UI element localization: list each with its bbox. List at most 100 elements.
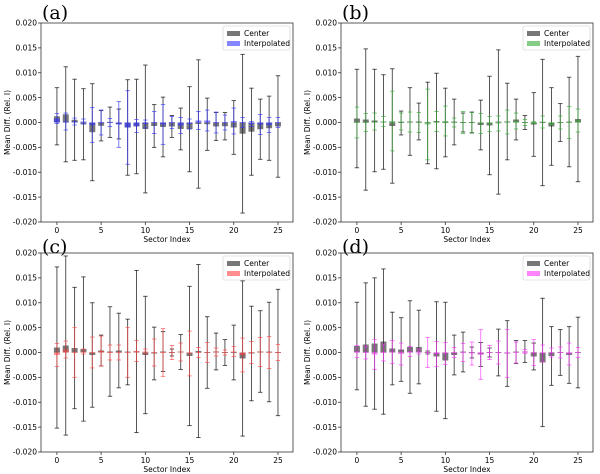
legend-label: Center — [244, 259, 270, 268]
y-tick-label: -0.015 — [13, 193, 37, 202]
y-tick-label: 0.020 — [316, 249, 338, 258]
x-tick-label: 5 — [99, 456, 104, 465]
y-tick-label: -0.010 — [13, 398, 37, 407]
legend-swatch — [227, 41, 240, 46]
panel-label: (d) — [342, 236, 369, 258]
y-tick-label: 0.020 — [16, 249, 38, 258]
x-tick-label: 15 — [485, 456, 495, 465]
legend-swatch — [227, 31, 240, 36]
y-tick-label: 0.005 — [316, 323, 338, 332]
y-tick-label: 0.020 — [16, 19, 38, 28]
series-interpolated — [53, 327, 281, 378]
x-axis-label: Sector Index — [443, 465, 491, 474]
x-tick-label: 10 — [441, 456, 451, 465]
y-axis-label: Mean Diff. (Rel. I) — [3, 320, 12, 385]
y-tick-label: 0.005 — [316, 93, 338, 102]
series-center — [53, 255, 281, 439]
y-tick-label: -0.005 — [313, 143, 337, 152]
legend-swatch — [227, 261, 240, 266]
legend-label: Interpolated — [544, 39, 590, 48]
legend-label: Interpolated — [544, 269, 590, 278]
y-tick-label: -0.005 — [13, 373, 37, 382]
y-tick-label: 0.015 — [16, 44, 38, 53]
x-tick-label: 15 — [185, 456, 195, 465]
y-tick-label: -0.020 — [13, 448, 37, 457]
legend-label: Interpolated — [244, 269, 290, 278]
y-tick-label: 0.000 — [316, 348, 338, 357]
y-tick-label: 0.010 — [16, 298, 38, 307]
legend-label: Center — [544, 259, 570, 268]
y-tick-label: -0.005 — [313, 373, 337, 382]
legend-swatch — [527, 31, 540, 36]
x-tick-label: 20 — [529, 226, 539, 235]
y-tick-label: 0.000 — [16, 118, 38, 127]
x-tick-label: 0 — [355, 226, 360, 235]
y-tick-label: 0.020 — [316, 19, 338, 28]
y-tick-label: -0.015 — [313, 423, 337, 432]
x-tick-label: 15 — [185, 226, 195, 235]
y-tick-label: 0.005 — [16, 323, 38, 332]
y-tick-label: 0.000 — [16, 348, 38, 357]
series-center — [53, 53, 281, 214]
y-axis-label: Mean Diff. (Rel. I) — [303, 90, 312, 155]
y-tick-label: -0.020 — [313, 218, 337, 227]
legend-swatch — [227, 271, 240, 276]
y-tick-label: 0.010 — [16, 68, 38, 77]
x-tick-label: 10 — [141, 456, 151, 465]
x-tick-label: 25 — [273, 456, 283, 465]
y-tick-label: 0.010 — [316, 298, 338, 307]
legend-swatch — [527, 261, 540, 266]
x-tick-label: 25 — [273, 226, 283, 235]
x-axis-label: Sector Index — [143, 465, 191, 474]
y-tick-label: -0.020 — [313, 448, 337, 457]
series-interpolated — [53, 90, 281, 165]
y-tick-label: 0.015 — [316, 274, 338, 283]
y-tick-label: -0.015 — [13, 423, 37, 432]
y-tick-label: 0.015 — [316, 44, 338, 53]
series-interpolated — [353, 329, 581, 380]
x-tick-label: 0 — [355, 456, 360, 465]
panel-label: (a) — [42, 2, 68, 24]
y-tick-label: -0.005 — [13, 143, 37, 152]
y-tick-label: -0.015 — [313, 193, 337, 202]
panel-label: (c) — [42, 236, 67, 258]
chart-panel: (d) 0.020 0.015 0.010 0.005 0.000 -0.005 -0.010… — [303, 236, 594, 474]
x-tick-label: 5 — [399, 456, 404, 465]
x-tick-label: 10 — [141, 226, 151, 235]
axes-frame — [40, 22, 294, 223]
series-center — [353, 268, 581, 428]
y-tick-label: 0.015 — [16, 274, 38, 283]
y-axis-label: Mean Diff. (Rel. I) — [303, 320, 312, 385]
y-tick-label: -0.010 — [313, 398, 337, 407]
y-tick-label: 0.010 — [316, 68, 338, 77]
series-interpolated — [353, 88, 581, 161]
x-tick-label: 25 — [573, 456, 583, 465]
legend-label: Center — [544, 29, 570, 38]
legend-swatch — [527, 271, 540, 276]
chart-panel: (a) 0.020 0.015 0.010 0.005 0.000 -0.005 -0.010… — [3, 2, 294, 244]
y-tick-label: -0.010 — [13, 168, 37, 177]
x-tick-label: 5 — [99, 226, 104, 235]
chart-panel: (c) 0.020 0.015 0.010 0.005 0.000 -0.005 -0.010… — [3, 236, 294, 474]
x-tick-label: 0 — [55, 456, 60, 465]
x-axis-label: Sector Index — [143, 235, 191, 244]
x-tick-label: 15 — [485, 226, 495, 235]
y-axis-label: Mean Diff. (Rel. I) — [3, 90, 12, 155]
x-tick-label: 0 — [55, 226, 60, 235]
x-tick-label: 5 — [399, 226, 404, 235]
panel-label: (b) — [342, 2, 369, 24]
x-tick-label: 25 — [573, 226, 583, 235]
axes-frame — [340, 22, 594, 223]
chart-panel: (b) 0.020 0.015 0.010 0.005 0.000 -0.005 -0.010… — [303, 2, 594, 244]
axes-frame — [340, 252, 594, 453]
legend-label: Center — [244, 29, 270, 38]
x-tick-label: 20 — [529, 456, 539, 465]
series-center — [353, 48, 581, 195]
legend-swatch — [527, 41, 540, 46]
y-tick-label: -0.020 — [13, 218, 37, 227]
y-tick-label: 0.005 — [16, 93, 38, 102]
